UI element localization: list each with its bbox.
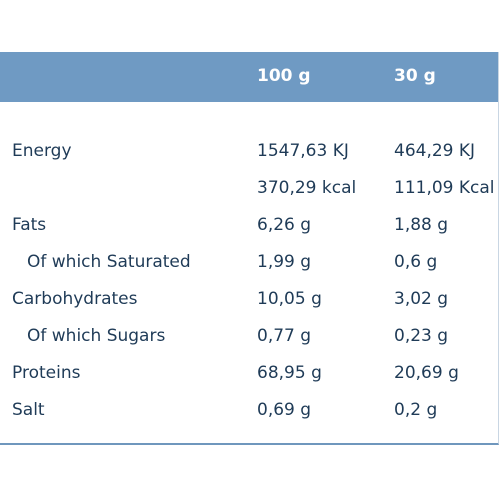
value-30g: 1,88 g bbox=[394, 215, 449, 235]
value-100g: 0,77 g bbox=[257, 326, 312, 346]
table-row: Proteins 68,95 g 20,69 g bbox=[0, 363, 498, 393]
value-30g: 3,02 g bbox=[394, 289, 449, 309]
value-100g: 370,29 kcal bbox=[257, 178, 357, 198]
nutrient-label: Proteins bbox=[12, 363, 81, 383]
nutrient-sublabel: Of which Saturated bbox=[27, 252, 191, 272]
table-row: Carbohydrates 10,05 g 3,02 g bbox=[0, 289, 498, 319]
table-row: Of which Saturated 1,99 g 0,6 g bbox=[0, 252, 498, 282]
value-100g: 0,69 g bbox=[257, 400, 312, 420]
nutrient-label: Fats bbox=[12, 215, 47, 235]
value-30g: 20,69 g bbox=[394, 363, 459, 383]
header-30g: 30 g bbox=[394, 66, 436, 86]
value-100g: 68,95 g bbox=[257, 363, 322, 383]
table-row: Of which Sugars 0,77 g 0,23 g bbox=[0, 326, 498, 356]
nutrient-label: Salt bbox=[12, 400, 45, 420]
value-100g: 1547,63 KJ bbox=[257, 141, 349, 161]
header-100g: 100 g bbox=[257, 66, 311, 86]
value-30g: 464,29 KJ bbox=[394, 141, 476, 161]
table-header: 100 g 30 g bbox=[0, 52, 498, 102]
nutrition-table: 100 g 30 g Energy 1547,63 KJ 464,29 KJ 3… bbox=[0, 52, 499, 445]
nutrient-sublabel: Of which Sugars bbox=[27, 326, 166, 346]
value-100g: 1,99 g bbox=[257, 252, 312, 272]
value-30g: 0,23 g bbox=[394, 326, 449, 346]
value-100g: 10,05 g bbox=[257, 289, 322, 309]
value-30g: 0,2 g bbox=[394, 400, 438, 420]
table-row: 370,29 kcal 111,09 Kcal bbox=[0, 178, 498, 208]
value-100g: 6,26 g bbox=[257, 215, 312, 235]
nutrient-label: Energy bbox=[12, 141, 72, 161]
table-row: Fats 6,26 g 1,88 g bbox=[0, 215, 498, 245]
table-row: Energy 1547,63 KJ 464,29 KJ bbox=[0, 141, 498, 171]
value-30g: 0,6 g bbox=[394, 252, 438, 272]
nutrient-label: Carbohydrates bbox=[12, 289, 138, 309]
table-row: Salt 0,69 g 0,2 g bbox=[0, 400, 498, 430]
value-30g: 111,09 Kcal bbox=[394, 178, 495, 198]
